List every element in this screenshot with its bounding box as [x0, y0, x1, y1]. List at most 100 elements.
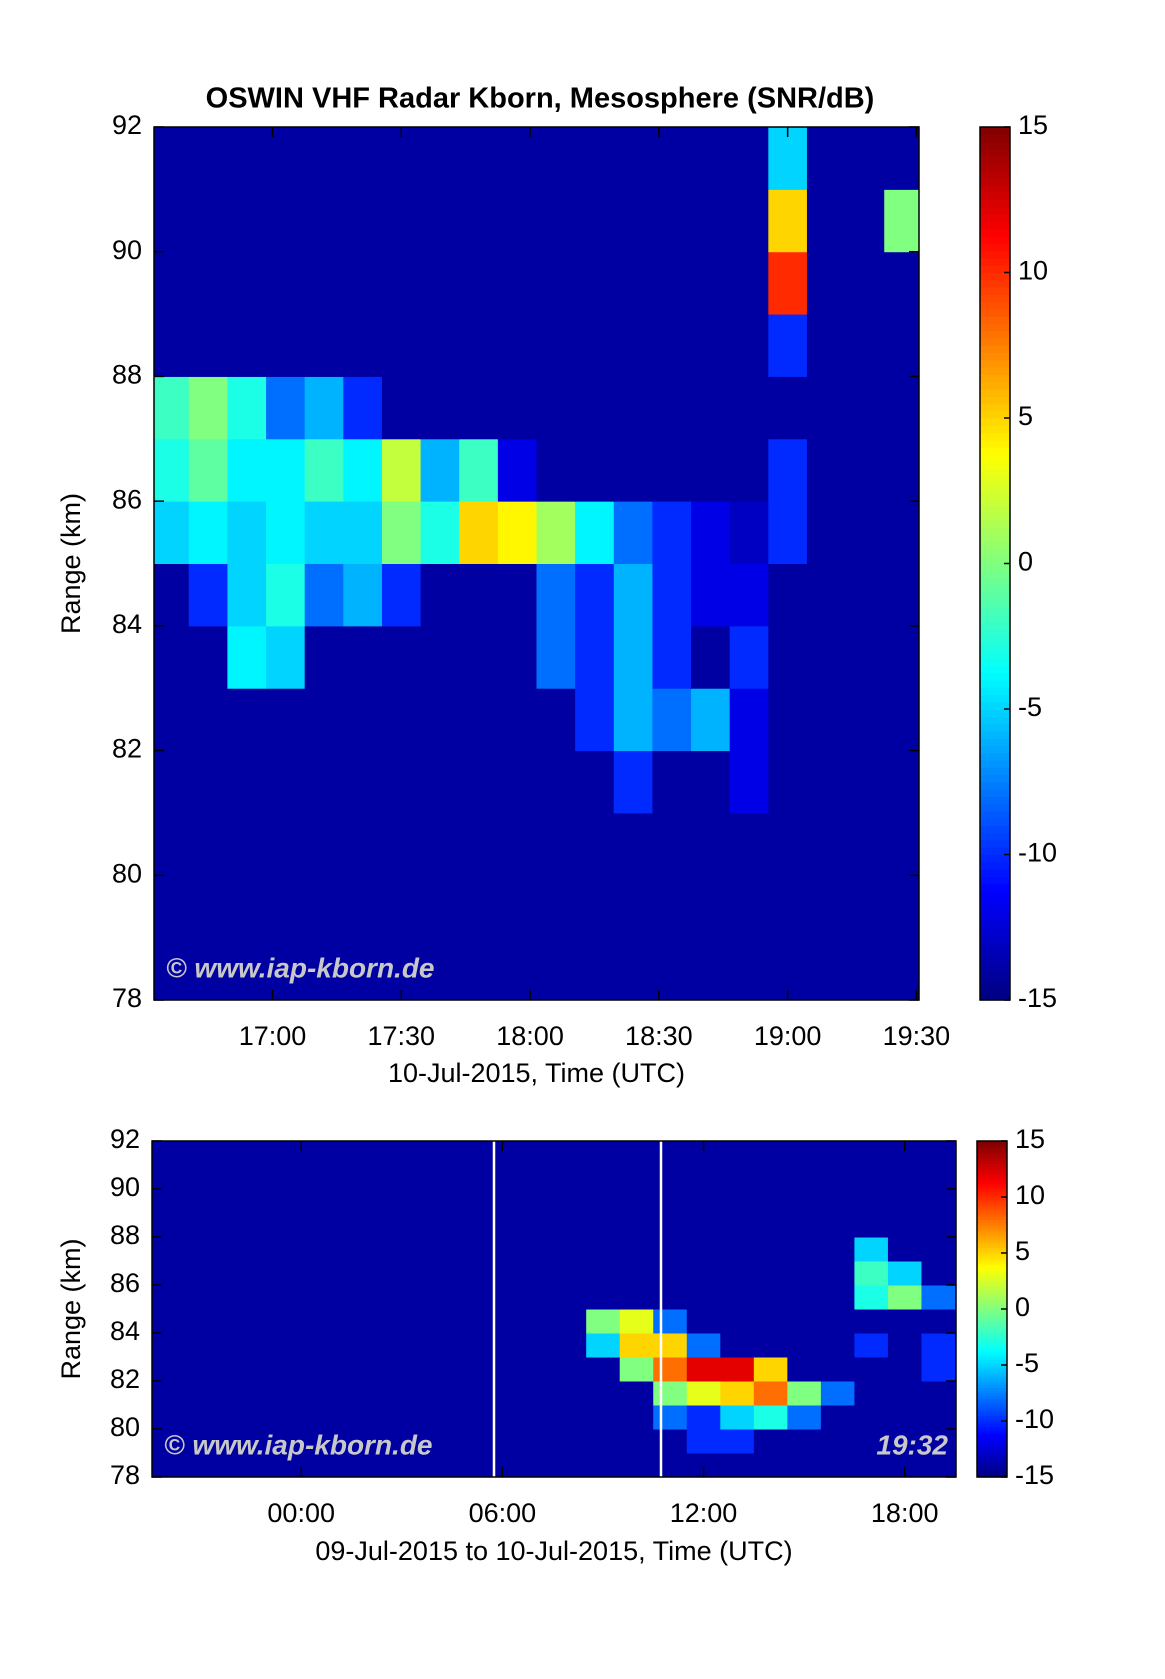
cell: [459, 314, 499, 377]
x-tick-label: 17:30: [367, 1021, 435, 1051]
cell: [452, 1189, 487, 1214]
cell: [691, 251, 731, 315]
colorbar-swatch: [977, 1177, 1007, 1181]
cell: [806, 937, 847, 1000]
colorbar-swatch: [980, 650, 1010, 659]
cell: [653, 1285, 688, 1310]
cell: [420, 189, 460, 253]
cell: [420, 314, 460, 377]
colorbar-swatch: [980, 636, 1010, 645]
cell: [586, 1141, 621, 1166]
cell: [317, 1189, 352, 1214]
cell: [420, 812, 460, 876]
cell: [921, 1285, 956, 1310]
cell: [787, 1309, 822, 1334]
cell: [887, 1357, 922, 1382]
cell: [619, 1213, 654, 1238]
cell: [284, 1357, 319, 1382]
colorbar-swatch: [977, 1275, 1007, 1279]
cell: [613, 750, 653, 814]
colorbar-swatch: [980, 236, 1010, 244]
colorbar-swatch: [977, 1345, 1007, 1349]
cell: [183, 1189, 218, 1214]
colorbar-swatch: [980, 585, 1010, 594]
colorbar-swatch: [980, 607, 1010, 616]
cell: [266, 875, 306, 939]
cell: [806, 251, 847, 315]
cell: [921, 1381, 956, 1406]
cell: [497, 625, 537, 689]
cell: [586, 1189, 621, 1214]
colorbar-swatch: [980, 199, 1010, 208]
cell: [452, 1429, 487, 1454]
cell: [154, 750, 190, 814]
colorbar-swatch: [980, 876, 1010, 885]
cell: [250, 1309, 285, 1334]
cell: [820, 1213, 855, 1238]
cell: [152, 1285, 185, 1310]
cell: [304, 376, 344, 440]
cell: [787, 1189, 822, 1214]
cell: [452, 1261, 487, 1286]
cell: [854, 1189, 889, 1214]
cell: [385, 1189, 420, 1214]
cell: [497, 314, 537, 377]
colorbar-swatch: [980, 599, 1010, 608]
cell: [536, 563, 576, 627]
cell: [381, 314, 422, 377]
cell: [787, 1429, 822, 1454]
cell: [820, 1165, 855, 1190]
cell: [586, 1381, 621, 1406]
cell: [418, 1237, 453, 1262]
cell: [613, 688, 653, 752]
colorbar-swatch: [980, 934, 1010, 943]
cell: [343, 875, 383, 939]
cell: [787, 1237, 822, 1262]
cell: [845, 501, 885, 564]
colorbar-swatch: [977, 1264, 1007, 1268]
cell: [884, 251, 919, 315]
colorbar-swatch: [977, 1250, 1007, 1254]
cell: [691, 314, 731, 377]
cell: [854, 1141, 889, 1166]
cell: [420, 501, 460, 564]
cell: [884, 314, 919, 377]
colorbar-swatch: [977, 1230, 1007, 1234]
colorbar-swatch: [977, 1174, 1007, 1178]
colorbar-swatch: [977, 1317, 1007, 1321]
colorbar-swatch: [977, 1272, 1007, 1276]
cell: [845, 937, 885, 1000]
cell: [575, 127, 615, 190]
colorbar-swatch: [980, 301, 1010, 310]
cell: [845, 251, 885, 315]
cell: [452, 1165, 487, 1190]
cell: [845, 750, 885, 814]
cell: [452, 1213, 487, 1238]
cell: [284, 1309, 319, 1334]
cell: [152, 1429, 185, 1454]
cell: [250, 1381, 285, 1406]
cell: [652, 688, 692, 752]
cell: [768, 376, 808, 440]
colorbar-swatch: [977, 1300, 1007, 1304]
colorbar-swatch: [977, 1351, 1007, 1355]
colorbar-swatch: [980, 898, 1010, 907]
cell: [729, 314, 769, 377]
cell: [691, 688, 731, 752]
cell: [381, 127, 422, 190]
cell: [768, 625, 808, 689]
cell: [519, 1405, 554, 1430]
cell: [385, 1453, 420, 1477]
cell: [586, 1213, 621, 1238]
cell: [459, 501, 499, 564]
y-tick-label: 84: [110, 1316, 140, 1346]
cell: [854, 1453, 889, 1477]
cell: [820, 1141, 855, 1166]
colorbar-swatch: [977, 1169, 1007, 1173]
cell: [619, 1405, 654, 1430]
cell: [552, 1405, 587, 1430]
colorbar-swatch: [980, 228, 1010, 237]
cell: [188, 750, 228, 814]
cell: [154, 438, 190, 502]
colorbar-swatch: [980, 665, 1010, 674]
